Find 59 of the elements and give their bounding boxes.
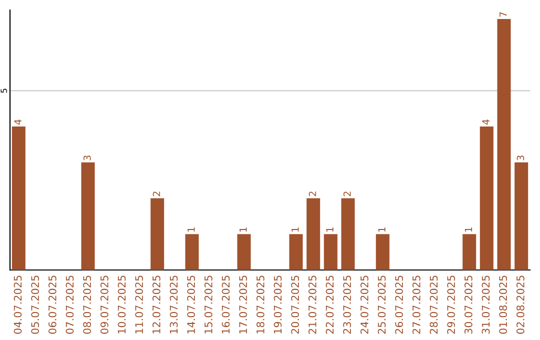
x-tick-label: 30.07.2025	[464, 276, 472, 334]
data-label: 1	[240, 227, 247, 232]
x-tick-label: 21.07.2025	[308, 276, 316, 334]
data-label: 1	[378, 227, 386, 232]
x-tick-label: 02.08.2025	[516, 276, 524, 334]
x-tick-label: 24.07.2025	[360, 276, 368, 334]
x-tick-label: 28.07.2025	[430, 276, 438, 334]
x-tick-label: 20.07.2025	[291, 276, 300, 334]
data-label: 3	[516, 156, 524, 160]
bar	[237, 234, 251, 270]
bar	[150, 198, 164, 270]
x-tick-label: 25.07.2025	[378, 276, 386, 334]
data-label: 2	[308, 192, 316, 196]
x-tick-label: 05.07.2025	[31, 276, 40, 334]
x-tick-label: 06.07.2025	[48, 276, 56, 334]
bar	[514, 162, 528, 270]
x-tick-label: 14.07.2025	[187, 276, 196, 334]
x-tick-label: 26.07.2025	[395, 276, 404, 334]
data-label: 1	[464, 227, 472, 232]
data-label: 1	[326, 227, 334, 232]
x-tick-label: 04.07.2025	[14, 276, 22, 334]
x-tick-label: 11.07.2025	[135, 276, 144, 334]
bar	[81, 162, 95, 270]
x-tick-label: 01.08.2025	[499, 276, 508, 334]
data-label: 4	[482, 120, 490, 125]
data-label: 3	[83, 156, 91, 160]
x-tick-label: 13.07.2025	[170, 276, 178, 334]
data-label: 4	[14, 120, 22, 125]
x-tick-label: 31.07.2025	[482, 276, 490, 334]
bar	[341, 198, 355, 270]
data-label: 2	[152, 192, 160, 196]
bar	[289, 234, 303, 270]
x-tick-label: 23.07.2025	[343, 276, 352, 334]
x-tick-label: 15.07.2025	[204, 276, 212, 334]
x-tick-label: 22.07.2025	[326, 276, 334, 334]
bar	[376, 234, 390, 270]
x-tick-label: 12.07.2025	[152, 276, 160, 334]
x-tick-label: 09.07.2025	[100, 276, 108, 334]
x-tick-label: 08.07.2025	[83, 276, 92, 334]
x-tick-label: 07.07.2025	[66, 276, 74, 334]
bar	[462, 234, 476, 270]
x-tick-label: 16.07.2025	[222, 276, 230, 334]
bar	[480, 126, 494, 270]
x-tick-label: 18.07.2025	[256, 276, 264, 334]
x-tick-label: 19.07.2025	[274, 276, 282, 334]
bar	[497, 18, 511, 270]
bar	[324, 234, 338, 270]
data-label: 1	[292, 227, 299, 232]
x-tick-label: 29.07.2025	[447, 276, 456, 334]
bar	[306, 198, 320, 270]
bar	[12, 126, 26, 270]
data-label: 1	[188, 227, 195, 232]
data-label: 2	[343, 192, 351, 196]
y-tick-label: 5	[0, 88, 7, 93]
x-tick-label: 10.07.2025	[118, 276, 126, 334]
x-tick-label: 17.07.2025	[239, 276, 248, 334]
x-tick-label: 27.07.2025	[412, 276, 420, 334]
bar	[185, 234, 199, 270]
data-label: 7	[500, 12, 507, 17]
